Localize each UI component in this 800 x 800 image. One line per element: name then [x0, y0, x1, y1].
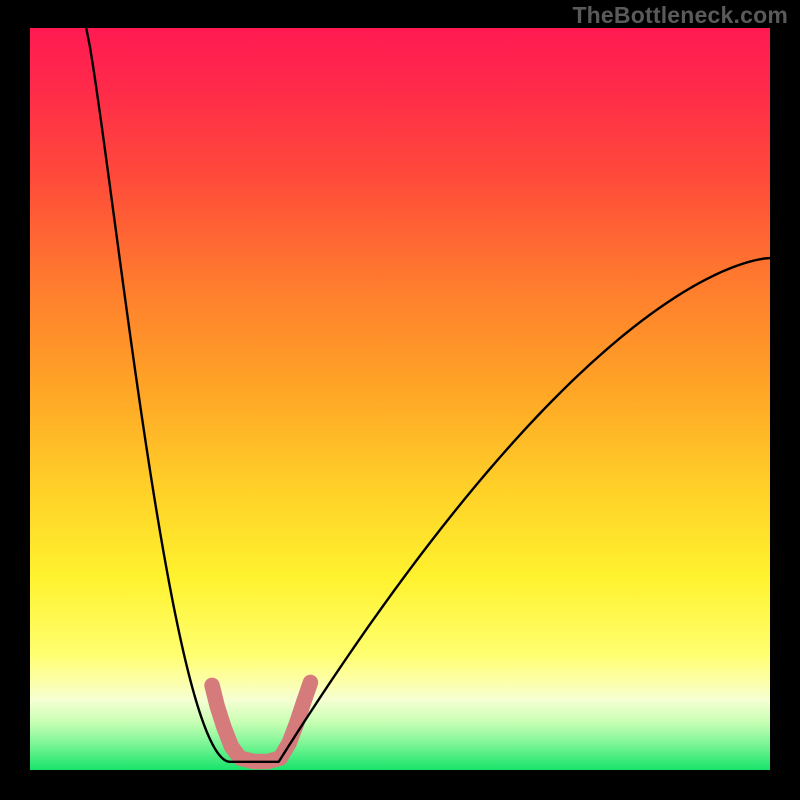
gradient-background — [30, 28, 770, 770]
plot-svg — [30, 28, 770, 770]
chart-frame: TheBottleneck.com — [0, 0, 800, 800]
plot-area — [30, 28, 770, 770]
watermark-text: TheBottleneck.com — [572, 2, 788, 29]
